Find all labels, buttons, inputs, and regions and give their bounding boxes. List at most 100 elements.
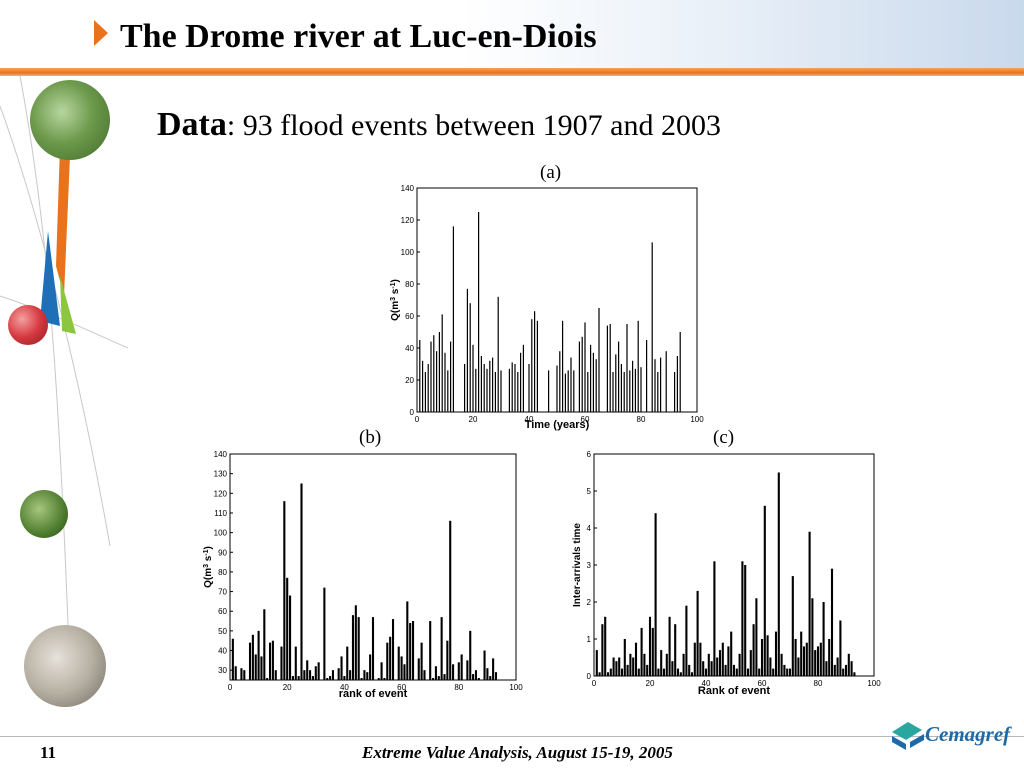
bar xyxy=(800,631,803,676)
bar xyxy=(452,664,455,680)
bar xyxy=(478,212,480,412)
x-tick-label: 80 xyxy=(454,683,463,692)
bar xyxy=(581,336,583,412)
y-tick-label: 50 xyxy=(218,627,227,636)
bar xyxy=(303,670,306,680)
bar xyxy=(587,372,589,412)
bar xyxy=(699,642,702,676)
footer-rule xyxy=(0,736,1024,737)
bar xyxy=(662,668,666,676)
page-number: 11 xyxy=(40,743,57,762)
bar xyxy=(615,354,617,412)
bar xyxy=(651,627,654,676)
bar xyxy=(682,653,685,676)
bar xyxy=(314,666,317,680)
bar xyxy=(570,357,572,412)
bar xyxy=(707,653,710,676)
bar xyxy=(309,670,312,680)
x-axis-label: Rank of event xyxy=(698,685,770,697)
bar xyxy=(271,640,274,680)
bar xyxy=(623,639,626,676)
bar xyxy=(472,674,475,680)
bar xyxy=(816,646,820,676)
bar xyxy=(640,627,643,676)
bar xyxy=(419,340,421,412)
y-tick-label: 0 xyxy=(410,408,415,417)
bar xyxy=(626,324,628,412)
y-tick-label: 70 xyxy=(218,588,227,597)
x-tick-label: 80 xyxy=(637,415,646,424)
title-arrow-icon xyxy=(94,20,108,46)
bar xyxy=(797,657,800,676)
bar xyxy=(847,653,850,676)
x-tick-label: 20 xyxy=(469,415,478,424)
axis-ticks: 0 20 40 60 80 100 30 40 50 60 70 80 90 100 110 120 130 14… xyxy=(214,450,524,692)
y-tick-label: 120 xyxy=(214,489,228,498)
x-tick-label: 40 xyxy=(340,683,349,692)
bar xyxy=(609,668,612,676)
bar xyxy=(423,670,426,680)
bar xyxy=(409,623,412,680)
bar xyxy=(758,668,761,676)
bar xyxy=(830,568,834,676)
y-tick-label: 100 xyxy=(214,529,228,538)
bar xyxy=(369,654,372,680)
bar xyxy=(294,646,297,680)
axis-ticks: 0 20 40 60 80 100 0 20 40 60 80 100 120 140 xyxy=(401,184,705,424)
bar xyxy=(802,646,806,676)
bar xyxy=(248,642,252,680)
x-tick-label: 0 xyxy=(592,679,597,688)
bar xyxy=(289,595,292,680)
bar xyxy=(783,664,786,676)
decorative-ribbon xyxy=(0,76,129,677)
bar xyxy=(337,668,340,680)
bar xyxy=(732,664,736,676)
bar xyxy=(437,676,440,680)
bar xyxy=(444,352,446,412)
bar xyxy=(646,664,649,676)
y-axis-label-mid: s xyxy=(203,555,214,564)
bar xyxy=(755,598,758,676)
footer-text: Extreme Value Analysis, August 15-19, 20… xyxy=(362,743,673,762)
bar xyxy=(475,368,477,412)
bar xyxy=(323,587,326,680)
x-tick-label: 40 xyxy=(702,679,711,688)
bar xyxy=(559,351,561,412)
subtitle-bold: Data xyxy=(157,106,227,143)
y-tick-label: 60 xyxy=(218,607,227,616)
bar xyxy=(665,351,667,412)
y-tick-label: 4 xyxy=(587,524,592,533)
bar xyxy=(263,609,266,680)
bar xyxy=(629,370,631,412)
bar xyxy=(317,662,320,680)
bar xyxy=(808,531,811,676)
bar xyxy=(760,639,764,676)
y-axis-label-base: Q(m xyxy=(203,568,214,588)
y-tick-label: 3 xyxy=(587,561,592,570)
bar xyxy=(417,658,420,680)
x-tick-label: 100 xyxy=(509,683,523,692)
bar xyxy=(429,621,432,680)
bar xyxy=(794,639,797,676)
bar xyxy=(690,672,694,676)
grass-photo xyxy=(20,490,68,538)
bar xyxy=(427,364,429,412)
laboratory-photo xyxy=(24,625,106,707)
bar xyxy=(280,646,283,680)
x-tick-label: 0 xyxy=(415,415,420,424)
bar xyxy=(469,303,471,412)
bar xyxy=(746,668,750,676)
bar xyxy=(676,356,678,412)
y-axis-label: Q(m3 s-1) xyxy=(390,279,402,321)
bar xyxy=(643,653,646,676)
bar xyxy=(494,372,496,412)
bar xyxy=(791,576,794,676)
y-axis-label-base: Q(m xyxy=(390,301,401,321)
y-tick-label: 2 xyxy=(587,598,592,607)
bar xyxy=(536,320,538,412)
bar xyxy=(472,344,474,412)
bar xyxy=(648,616,652,676)
bar xyxy=(389,636,392,680)
chart-flood-peaks-over-time: 0 20 40 60 80 100 0 20 40 60 80 100 120 140 Time (yea… xyxy=(390,184,705,431)
bar xyxy=(432,678,435,680)
